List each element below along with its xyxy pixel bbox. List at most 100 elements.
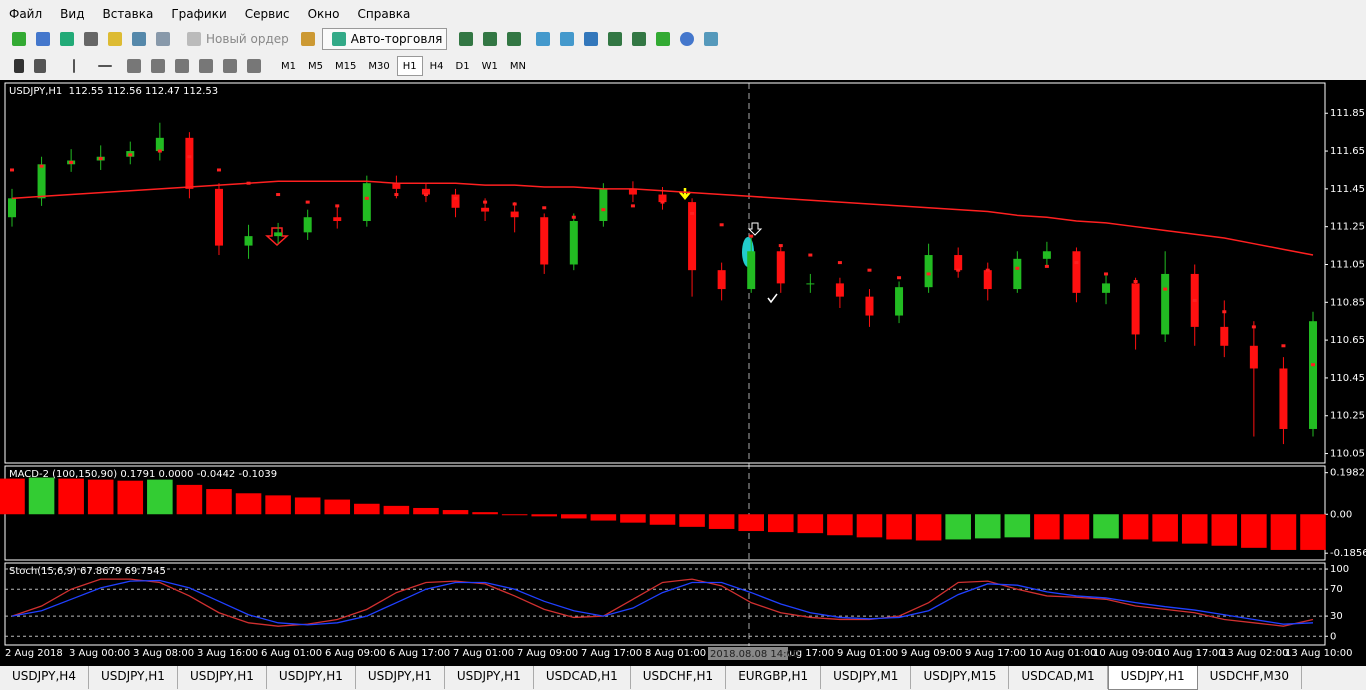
sar-dot (897, 276, 902, 280)
price-label: -0.1856 (1330, 548, 1366, 559)
sell-arrow (265, 227, 289, 247)
timeframe-button[interactable]: D1 (455, 60, 470, 72)
price-label: 111.05 (1330, 259, 1365, 270)
histogram-bar (1152, 514, 1178, 542)
icon[interactable] (560, 32, 575, 46)
price-label: 0.00 (1330, 509, 1352, 520)
timeframe-button[interactable]: W1 (481, 60, 498, 72)
histogram-bar (354, 503, 380, 515)
icon[interactable] (151, 59, 165, 73)
histogram-bar (531, 514, 558, 517)
candle-body (155, 137, 164, 152)
icon[interactable] (132, 32, 146, 46)
icon[interactable] (98, 65, 112, 67)
icon[interactable] (73, 59, 75, 73)
chart-tab[interactable]: USDJPY,H1 (267, 666, 356, 689)
candle-body (599, 188, 608, 222)
icon[interactable] (84, 32, 98, 46)
icon[interactable] (156, 32, 170, 46)
icon[interactable] (536, 32, 551, 46)
pane-title: USDJPY,H1 112.55 112.56 112.47 112.53 (9, 86, 218, 97)
chart-tab[interactable]: USDJPY,H1 (178, 666, 267, 689)
timeframe-button[interactable]: H1 (396, 56, 423, 76)
timeframe-button[interactable]: M1 (281, 60, 296, 72)
icon[interactable] (14, 59, 24, 73)
sar-dot (1074, 261, 1079, 265)
menu-item[interactable]: Графики (171, 7, 227, 21)
chart-tab[interactable]: USDJPY,H1 (89, 666, 178, 689)
candle-body (1042, 251, 1051, 259)
icon[interactable] (60, 32, 74, 46)
icon[interactable] (459, 32, 474, 46)
menu-item[interactable]: Сервис (244, 7, 290, 21)
chart-tab[interactable]: USDJPY,H1 (445, 666, 534, 689)
histogram-bar (383, 505, 410, 515)
timeframe-button[interactable]: M30 (368, 60, 390, 72)
icon[interactable] (199, 59, 213, 73)
histogram-bar (767, 514, 794, 533)
candle-body (628, 188, 637, 195)
icon[interactable] (247, 59, 261, 73)
icon[interactable] (223, 59, 237, 73)
histogram-bar (856, 514, 883, 538)
chart-tab[interactable]: USDJPY,M15 (911, 666, 1010, 689)
icon[interactable] (608, 32, 623, 46)
chart-tab[interactable]: USDCAD,H1 (534, 666, 631, 689)
candle-body (1102, 283, 1111, 293)
time-label: 9 Aug 09:00 (901, 648, 962, 659)
menu-item[interactable]: Файл (9, 7, 43, 21)
time-label: 10 Aug 01:00 (1029, 648, 1096, 659)
histogram-bar (1004, 514, 1031, 538)
new-order-button[interactable]: Новый ордер (177, 28, 294, 50)
menu-item[interactable]: Вставка (102, 7, 154, 21)
icon[interactable] (507, 32, 522, 46)
icon[interactable] (34, 59, 46, 73)
timeframe-button[interactable]: H4 (429, 60, 444, 72)
candle-body (569, 221, 578, 265)
menu-item[interactable]: Вид (60, 7, 85, 21)
menu-item[interactable]: Справка (357, 7, 411, 21)
icon[interactable] (704, 32, 719, 46)
pane-title: Stoch(15,6,9) 67.8679 69.7545 (9, 566, 166, 577)
sar-dot (364, 196, 369, 200)
chart-tab[interactable]: USDJPY,M1 (821, 666, 912, 689)
icon[interactable] (680, 32, 695, 46)
chart-tab[interactable]: EURGBP,H1 (726, 666, 822, 689)
chart-tab[interactable]: USDCHF,H1 (631, 666, 727, 689)
timeframe-button[interactable]: M5 (308, 60, 323, 72)
icon[interactable] (483, 32, 498, 46)
chart-tab[interactable]: USDJPY,H1 (1107, 666, 1198, 690)
icon[interactable] (108, 32, 122, 46)
menu-item[interactable]: Окно (307, 7, 340, 21)
histogram-bar (1181, 514, 1208, 544)
icon[interactable] (127, 59, 141, 73)
icon[interactable] (632, 32, 647, 46)
histogram-bar (1122, 514, 1149, 540)
chart-tab[interactable]: USDJPY,H4 (0, 666, 89, 689)
candle-body (244, 236, 253, 246)
auto-trading-button[interactable]: Авто-торговля (321, 28, 448, 50)
timeframe-button[interactable]: M15 (335, 60, 357, 72)
sar-dot (1251, 325, 1256, 329)
icon[interactable] (175, 59, 189, 73)
sar-dot (1133, 280, 1138, 284)
icon[interactable] (12, 32, 26, 46)
price-label: 111.45 (1330, 184, 1365, 195)
candle-body (924, 255, 933, 288)
icon[interactable] (656, 32, 671, 46)
chart-tab[interactable]: USDCAD,M1 (1009, 666, 1108, 689)
histogram-bar (708, 514, 735, 529)
candle-body (835, 283, 844, 297)
icon[interactable] (584, 32, 599, 46)
time-label: 7 Aug 01:00 (453, 648, 514, 659)
icon[interactable] (36, 32, 50, 46)
chart-tab[interactable]: USDCHF,M30 (1198, 666, 1302, 689)
candle-body (214, 188, 223, 246)
chart-tab[interactable]: USDJPY,H1 (356, 666, 445, 689)
sar-dot (690, 211, 695, 215)
moving-average (11, 180, 1314, 256)
timeframe-button[interactable]: MN (509, 60, 526, 72)
histogram-bar (442, 510, 469, 515)
histogram-bar (1270, 514, 1297, 550)
icon[interactable] (300, 32, 315, 46)
